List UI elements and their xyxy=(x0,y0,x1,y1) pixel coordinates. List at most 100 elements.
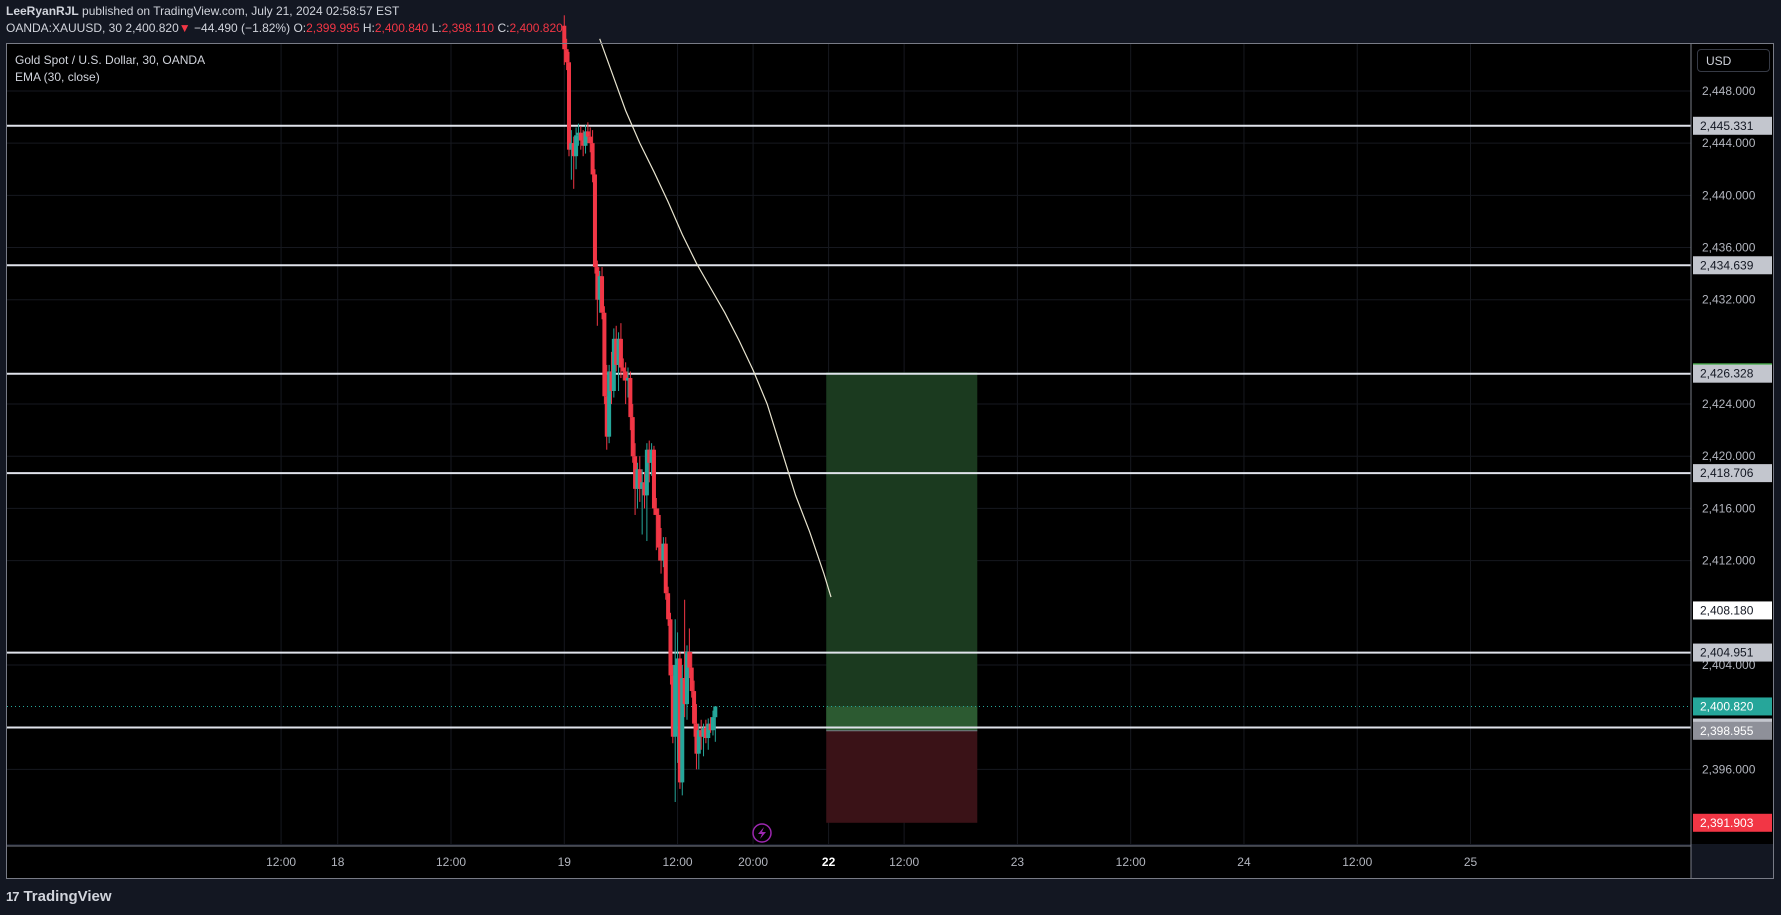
price-label-text: 2,445.331 xyxy=(1700,119,1754,133)
x-tick-label: 12:00 xyxy=(663,855,693,869)
candle-body xyxy=(670,675,675,737)
open-label: O: xyxy=(293,21,307,35)
candle-body xyxy=(682,678,687,705)
x-tick-label: 18 xyxy=(331,855,345,869)
horizontal-levels[interactable] xyxy=(7,124,1691,729)
price-label-text: 2,408.180 xyxy=(1700,603,1754,617)
brand-name: TradingView xyxy=(23,888,112,905)
price-label: 2,434.639 xyxy=(1693,256,1772,275)
candle xyxy=(630,404,635,463)
candle-body xyxy=(673,664,678,737)
candle-body xyxy=(571,143,576,157)
x-tick-label: 20:00 xyxy=(738,855,768,869)
candle-body xyxy=(649,449,654,463)
candle xyxy=(644,443,649,542)
candle-body xyxy=(635,469,640,489)
candle xyxy=(701,723,706,757)
candle-body xyxy=(647,449,652,463)
low-label: L: xyxy=(431,21,442,35)
x-tick-label: 25 xyxy=(1464,855,1478,869)
candle-body xyxy=(656,514,661,548)
candle-body xyxy=(588,136,593,144)
candle xyxy=(659,527,664,574)
candlestick-series xyxy=(562,15,718,802)
candle-body xyxy=(687,651,692,668)
candle-body xyxy=(644,449,649,496)
legend-indicator[interactable]: EMA (30, close) xyxy=(15,70,100,84)
candle-body xyxy=(654,508,659,515)
candle xyxy=(682,599,687,718)
currency-button[interactable]: USD xyxy=(1697,49,1770,72)
time-axis[interactable]: 12:00 18 12:00 19 12:00 20:00 22 12:00 23 12:00 24… xyxy=(266,855,1477,869)
candle xyxy=(597,270,602,313)
symbol-quote-bar: OANDA:XAUUSD, 30 2,400.820▼ −44.490 (−1.… xyxy=(6,21,563,35)
candle xyxy=(590,130,595,183)
price-label: 2,400.820 xyxy=(1693,697,1772,716)
candle xyxy=(595,260,600,326)
candle xyxy=(614,325,619,372)
candle-body xyxy=(699,730,704,737)
candle-body xyxy=(628,377,633,418)
long-position-tool[interactable] xyxy=(826,372,978,823)
chart-legend: Gold Spot / U.S. Dollar, 30, OANDA EMA (… xyxy=(15,52,205,86)
candle-body xyxy=(569,143,574,150)
candle xyxy=(571,136,576,189)
candle xyxy=(654,497,659,551)
candle xyxy=(685,645,689,720)
candle-body xyxy=(611,338,616,392)
candle xyxy=(602,306,607,405)
candle xyxy=(562,15,567,65)
candle xyxy=(576,123,581,146)
price-label-box xyxy=(1693,601,1772,620)
candle-body xyxy=(661,543,666,561)
candle xyxy=(604,364,609,450)
price-label: 2,426.328 xyxy=(1693,364,1772,383)
candle xyxy=(574,127,579,170)
candle xyxy=(623,362,628,405)
candle xyxy=(600,267,605,320)
candle xyxy=(628,371,633,431)
candle xyxy=(670,664,675,744)
y-tick-label: 2,412.000 xyxy=(1702,554,1756,568)
price-axis[interactable]: 2,448.000 2,444.000 2,440.000 2,436.000 2,43… xyxy=(1702,84,1756,776)
price-label-text: 2,426.328 xyxy=(1700,367,1754,381)
candle-body xyxy=(637,469,642,489)
candle xyxy=(703,719,708,744)
price-label: 2,418.706 xyxy=(1693,464,1772,483)
candle xyxy=(642,471,647,509)
candle xyxy=(607,364,612,444)
candle-body xyxy=(562,25,567,50)
lightning-icon[interactable] xyxy=(752,823,772,843)
candle xyxy=(583,124,588,154)
candle-body xyxy=(604,396,609,437)
y-tick-label: 2,396.000 xyxy=(1702,762,1756,776)
candle xyxy=(609,351,614,405)
candle-body xyxy=(595,267,600,300)
high-label: H: xyxy=(362,21,375,35)
candle-body xyxy=(626,377,630,381)
candle-body xyxy=(621,367,626,372)
brand[interactable]: 17 TradingView xyxy=(6,888,112,905)
candle xyxy=(633,443,638,515)
price-label-box xyxy=(1693,813,1772,832)
candle-body xyxy=(576,132,581,136)
y-tick-label: 2,424.000 xyxy=(1702,397,1756,411)
candle-body xyxy=(680,678,685,783)
candle xyxy=(588,127,593,153)
profit-zone[interactable] xyxy=(826,372,978,731)
candle xyxy=(673,619,678,802)
candle-body xyxy=(602,312,607,397)
y-tick-label: 2,440.000 xyxy=(1702,188,1756,202)
price-label-box xyxy=(1693,643,1772,662)
price-label-box xyxy=(1693,697,1772,716)
candle-body xyxy=(618,338,623,368)
low-value: 2,398.110 xyxy=(441,21,495,35)
stop-loss-zone[interactable] xyxy=(826,730,978,823)
legend-title: Gold Spot / U.S. Dollar, 30, OANDA xyxy=(15,53,206,67)
price-label-box xyxy=(1693,464,1772,483)
author-name[interactable]: LeeRyanRJL xyxy=(6,4,79,18)
y-tick-label: 2,432.000 xyxy=(1702,293,1756,307)
candle-body xyxy=(696,730,701,754)
candle-body xyxy=(703,727,708,739)
